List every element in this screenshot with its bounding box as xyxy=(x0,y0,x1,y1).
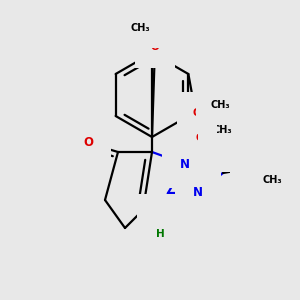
Text: N: N xyxy=(155,212,165,224)
Text: S: S xyxy=(248,161,256,175)
Text: CH₃: CH₃ xyxy=(212,125,232,135)
Text: CH₃: CH₃ xyxy=(262,175,282,185)
Text: N: N xyxy=(210,142,220,154)
Text: CH₃: CH₃ xyxy=(130,23,150,33)
Text: O: O xyxy=(193,108,201,118)
Text: O: O xyxy=(196,133,204,143)
Text: O: O xyxy=(83,136,93,149)
Text: H: H xyxy=(156,229,164,239)
Text: CH₃: CH₃ xyxy=(210,100,230,110)
Text: N: N xyxy=(180,158,190,170)
Text: N: N xyxy=(193,187,203,200)
Text: O: O xyxy=(151,42,159,52)
